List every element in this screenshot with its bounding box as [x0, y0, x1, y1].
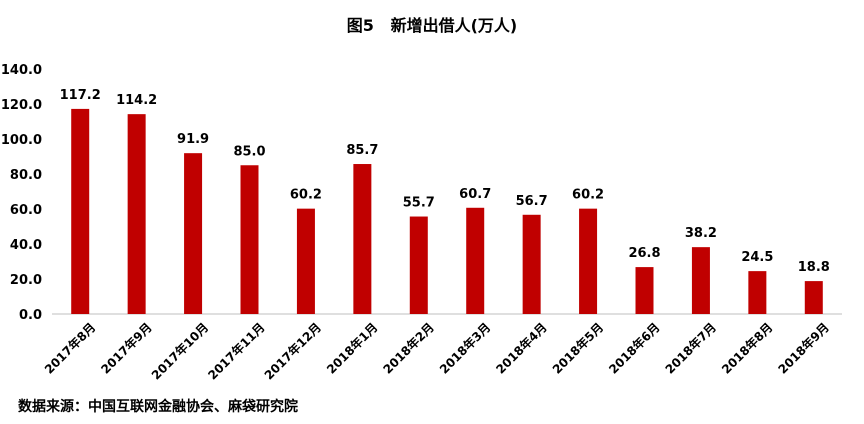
x-tick-label: 2018年4月	[493, 320, 550, 377]
y-tick-label: 120.0	[1, 98, 42, 113]
data-label: 85.7	[346, 143, 378, 158]
data-label: 38.2	[685, 226, 717, 241]
y-tick-label: 60.0	[10, 203, 42, 218]
data-label: 24.5	[741, 250, 773, 265]
bar	[71, 108, 90, 315]
bar	[353, 164, 372, 314]
x-tick-label: 2018年3月	[436, 320, 493, 377]
x-tick-label: 2018年6月	[606, 320, 663, 377]
x-tick-label: 2018年9月	[775, 320, 832, 377]
y-tick-label: 80.0	[10, 168, 42, 183]
data-label: 18.8	[798, 260, 830, 275]
data-label: 114.2	[116, 93, 157, 108]
data-label: 85.0	[233, 144, 265, 159]
x-tick-label: 2017年9月	[98, 320, 155, 377]
x-tick-label: 2018年7月	[662, 320, 719, 377]
chart-title: 图5 新增出借人(万人)	[346, 16, 518, 35]
bar	[466, 207, 485, 314]
bar	[804, 281, 823, 314]
x-tick-label: 2018年5月	[549, 320, 606, 377]
bar	[691, 247, 710, 314]
data-label: 117.2	[60, 88, 101, 103]
x-tick-label: 2017年10月	[148, 320, 211, 383]
x-tick-label: 2017年8月	[41, 320, 98, 377]
bar	[296, 208, 315, 314]
y-tick-label: 140.0	[1, 63, 42, 78]
data-label: 91.9	[177, 132, 209, 147]
bar	[522, 214, 541, 314]
y-tick-label: 20.0	[10, 273, 42, 288]
data-label: 60.2	[290, 188, 322, 203]
x-tick-label: 2018年2月	[380, 320, 437, 377]
data-label: 26.8	[628, 246, 660, 261]
y-tick-label: 0.0	[19, 308, 42, 323]
x-tick-label: 2018年8月	[718, 320, 775, 377]
y-tick-label: 40.0	[10, 238, 42, 253]
bar	[635, 267, 654, 314]
bar	[184, 153, 203, 314]
data-label: 56.7	[516, 194, 548, 209]
bar	[127, 114, 146, 315]
bar	[579, 208, 598, 314]
data-label: 60.7	[459, 187, 491, 202]
y-tick-label: 100.0	[1, 133, 42, 148]
data-label: 60.2	[572, 188, 604, 203]
data-label: 55.7	[403, 196, 435, 211]
bar	[240, 165, 259, 314]
x-tick-label: 2017年11月	[205, 320, 268, 383]
source-note: 数据来源：中国互联网金融协会、麻袋研究院	[18, 399, 298, 415]
bar	[748, 271, 767, 314]
bar	[409, 216, 428, 314]
x-tick-label: 2018年1月	[323, 320, 380, 377]
x-tick-label: 2017年12月	[261, 320, 324, 383]
